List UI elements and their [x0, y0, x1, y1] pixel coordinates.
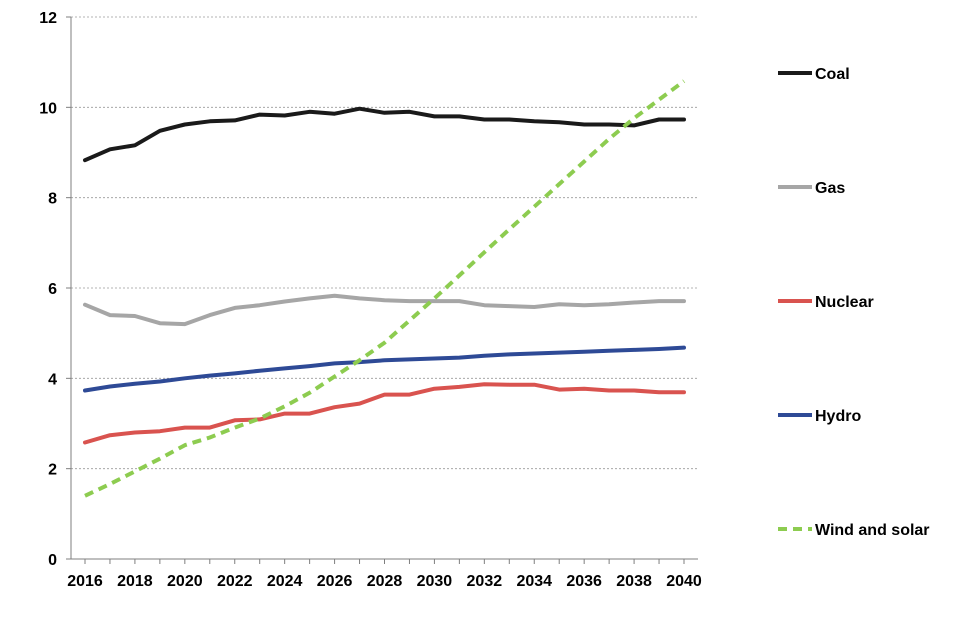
- x-tick-label: 2036: [566, 573, 602, 590]
- series-line-gas: [83, 293, 686, 327]
- legend-item-hydro: Hydro: [778, 408, 861, 425]
- y-tick-label: 4: [48, 371, 57, 388]
- y-tick-label: 12: [39, 10, 57, 27]
- x-tick-label: 2038: [616, 573, 652, 590]
- y-tick-label: 0: [48, 552, 57, 569]
- x-tick-label: 2018: [117, 573, 153, 590]
- y-tick-label: 6: [48, 281, 57, 298]
- y-tick-label: 10: [39, 100, 57, 117]
- y-tick-label: 2: [48, 462, 57, 479]
- legend-item-wind-and-solar: Wind and solar: [778, 522, 930, 539]
- x-tick-label: 2028: [367, 573, 403, 590]
- y-tick-label: 8: [48, 191, 57, 208]
- legend-item-nuclear: Nuclear: [778, 294, 874, 311]
- legend-item-gas: Gas: [778, 180, 845, 197]
- x-tick-label: 2040: [666, 573, 702, 590]
- series-line-coal: [83, 106, 686, 163]
- x-tick-label: 2026: [317, 573, 353, 590]
- series-lines: [83, 79, 686, 498]
- legend-item-coal: Coal: [778, 66, 850, 83]
- series-line-wind-and-solar: [84, 79, 686, 498]
- x-tick-label: 2030: [417, 573, 453, 590]
- x-tick-label: 2020: [167, 573, 203, 590]
- x-tick-label: 2016: [67, 573, 103, 590]
- x-tick-label: 2022: [217, 573, 253, 590]
- legend: Coal Gas Nuclear Hydro Wind and solar: [778, 66, 930, 539]
- series-line-nuclear: [83, 382, 686, 445]
- legend-label-nuclear: Nuclear: [815, 294, 874, 311]
- series-line-hydro: [83, 345, 686, 393]
- gridlines: [71, 16, 698, 470]
- legend-label-gas: Gas: [815, 180, 845, 197]
- x-tick-label: 2032: [467, 573, 503, 590]
- axes: 0 2 4 6 8 10 12 2016 2018 2020 2022 2024 2026 2028 203…: [39, 10, 702, 590]
- legend-label-coal: Coal: [815, 66, 850, 83]
- legend-label-wind-and-solar: Wind and solar: [815, 522, 930, 539]
- legend-label-hydro: Hydro: [815, 408, 861, 425]
- x-tick-label: 2024: [267, 573, 303, 590]
- x-tick-label: 2034: [516, 573, 552, 590]
